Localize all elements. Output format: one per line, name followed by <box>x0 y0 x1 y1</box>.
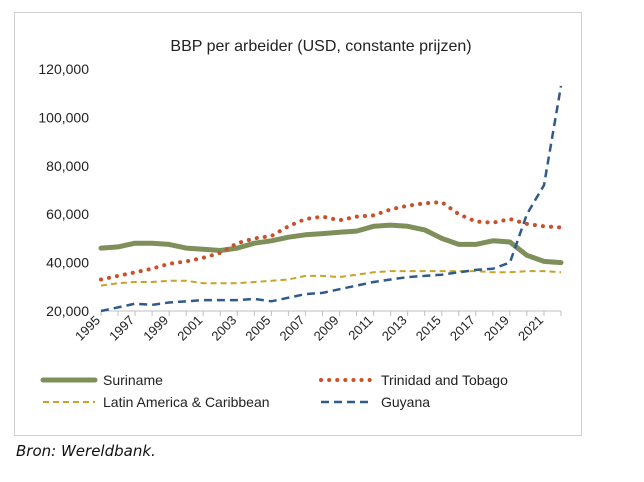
legend: Suriname Trinidad and Tobago Latin America… <box>40 372 508 410</box>
x-tick-label: 2003 <box>208 313 239 344</box>
series-line-latin-america-caribbean <box>100 270 562 287</box>
x-tick-label: 2011 <box>345 313 375 343</box>
legend-label: Trinidad and Tobago <box>381 372 508 388</box>
y-axis: 20,000 40,000 60,000 80,000 100,000 120,000 <box>38 61 89 319</box>
series-line-suriname <box>98 222 564 266</box>
x-tick-label: 2009 <box>311 313 342 344</box>
source-note: Bron: Wereldbank. <box>16 442 156 460</box>
x-tick-label: 1997 <box>106 313 137 344</box>
x-tick-label: 2017 <box>447 313 478 344</box>
legend-label: Guyana <box>381 394 430 410</box>
x-tick-label: 2015 <box>413 313 444 344</box>
x-tick-label: 2005 <box>242 313 273 344</box>
y-tick-label: 100,000 <box>38 109 89 125</box>
chart-title: BBP per arbeider (USD, constante prijzen… <box>170 38 471 55</box>
y-tick-label: 120,000 <box>38 61 89 77</box>
y-tick-label: 40,000 <box>46 255 89 271</box>
y-tick-label: 80,000 <box>46 158 89 174</box>
x-axis: 1995 1997 1999 2001 2003 2005 2007 2009 2011 2013… <box>72 310 562 344</box>
x-tick-label: 1999 <box>140 313 171 344</box>
x-tick-label: 2007 <box>277 313 308 344</box>
line-chart: BBP per arbeider (USD, constante prijzen… <box>38 38 564 410</box>
x-tick-label: 2001 <box>174 313 205 344</box>
y-tick-label: 60,000 <box>46 206 89 222</box>
chart-frame: BBP per arbeider (USD, constante prijzen… <box>14 12 582 436</box>
legend-label: Suriname <box>103 372 163 388</box>
x-tick-label: 2013 <box>379 313 410 344</box>
legend-label: Latin America & Caribbean <box>103 394 270 410</box>
y-tick-label: 20,000 <box>46 303 89 319</box>
series-lines <box>98 85 564 313</box>
x-tick-label: 2019 <box>481 313 512 344</box>
x-tick-label: 2021 <box>515 313 546 344</box>
